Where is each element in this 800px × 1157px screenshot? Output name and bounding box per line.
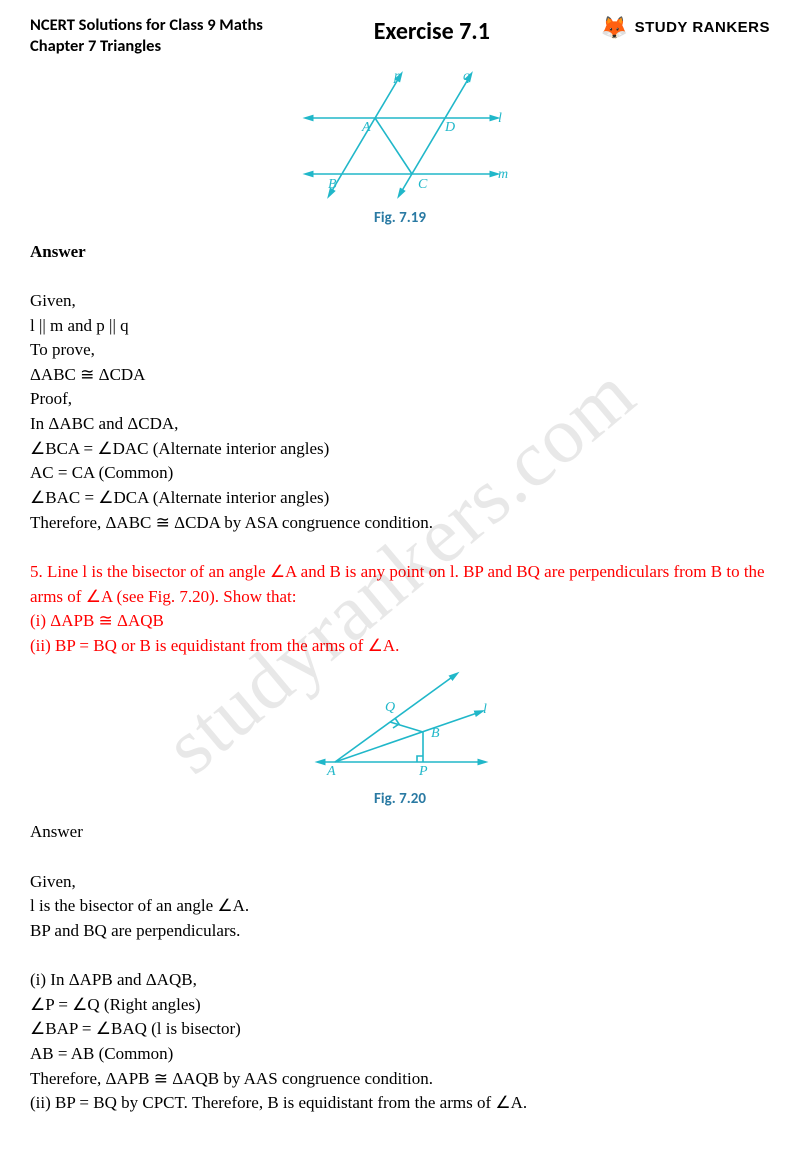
figure-7-20-svg: A P B Q l [305, 667, 495, 787]
fig720-label-Q: Q [385, 700, 395, 715]
header-left-line2: Chapter 7 Triangles [30, 36, 263, 57]
fox-icon: 🦊 [601, 17, 629, 39]
figure-7-20: A P B Q l Fig. 7.20 [30, 667, 770, 811]
fig719-label-A: A [361, 120, 371, 135]
header-center-title: Exercise 7.1 [374, 15, 490, 50]
answer-1-heading: Answer [30, 240, 770, 265]
fig719-label-q: q [463, 69, 470, 84]
fig719-label-p: p [393, 69, 401, 84]
answer-1-line-6: ∠BCA = ∠DAC (Alternate interior angles) [30, 437, 770, 462]
brand-logo: 🦊 STUDY RANKERS [601, 17, 770, 39]
answer-2-line-0: Given, [30, 870, 770, 895]
answer-1-line-8: ∠BAC = ∠DCA (Alternate interior angles) [30, 486, 770, 511]
answer-2-line-1: l is the bisector of an angle ∠A. [30, 894, 770, 919]
answer-1-line-1: l || m and p || q [30, 314, 770, 339]
answer-1-line-4: Proof, [30, 387, 770, 412]
answer-2-line-7: AB = AB (Common) [30, 1042, 770, 1067]
fig719-label-l: l [498, 111, 502, 126]
fig720-label-B: B [431, 726, 440, 741]
header-left: NCERT Solutions for Class 9 Maths Chapte… [30, 15, 263, 58]
fig719-label-B: B [328, 177, 337, 192]
answer-1-line-2: To prove, [30, 338, 770, 363]
page-header: NCERT Solutions for Class 9 Maths Chapte… [30, 15, 770, 58]
answer-2-line-8: Therefore, ΔAPB ≅ ΔAQB by AAS congruence… [30, 1067, 770, 1092]
fig719-label-m: m [498, 167, 508, 182]
answer-2-line-2: BP and BQ are perpendiculars. [30, 919, 770, 944]
answer-1-line-0: Given, [30, 289, 770, 314]
answer-1-line-7: AC = CA (Common) [30, 461, 770, 486]
header-left-line1: NCERT Solutions for Class 9 Maths [30, 15, 263, 36]
figure-7-20-caption: Fig. 7.20 [30, 789, 770, 811]
question-5-line-0: 5. Line l is the bisector of an angle ∠A… [30, 560, 770, 609]
answer-2-line-3 [30, 943, 770, 968]
fig720-label-A: A [326, 764, 336, 779]
answer-1-line-5: In ΔABC and ΔCDA, [30, 412, 770, 437]
question-5-line-2: (ii) BP = BQ or B is equidistant from th… [30, 634, 770, 659]
figure-7-19: p q l m A D B C Fig. 7.19 [30, 66, 770, 230]
answer-1-line-9: Therefore, ΔABC ≅ ΔCDA by ASA congruence… [30, 511, 770, 536]
answer-2-line-6: ∠BAP = ∠BAQ (l is bisector) [30, 1017, 770, 1042]
answer-2-line-5: ∠P = ∠Q (Right angles) [30, 993, 770, 1018]
answer-2-line-4: (i) In ΔAPB and ΔAQB, [30, 968, 770, 993]
answer-2-line-9: (ii) BP = BQ by CPCT. Therefore, B is eq… [30, 1091, 770, 1116]
answer-1-line-3: ΔABC ≅ ΔCDA [30, 363, 770, 388]
fig720-label-P: P [418, 764, 428, 779]
figure-7-19-caption: Fig. 7.19 [30, 208, 770, 230]
question-5-line-1: (i) ΔAPB ≅ ΔAQB [30, 609, 770, 634]
fig720-label-l: l [483, 702, 487, 717]
brand-text: STUDY RANKERS [635, 17, 770, 39]
fig719-label-C: C [418, 177, 428, 192]
figure-7-19-svg: p q l m A D B C [290, 66, 510, 206]
fig719-label-D: D [444, 120, 455, 135]
answer-2-heading: Answer [30, 820, 770, 845]
